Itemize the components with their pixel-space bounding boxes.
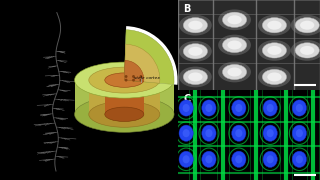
Ellipse shape: [183, 104, 190, 112]
Circle shape: [183, 17, 207, 33]
Circle shape: [267, 72, 282, 81]
Ellipse shape: [105, 73, 144, 87]
Ellipse shape: [179, 125, 193, 141]
Circle shape: [228, 68, 242, 76]
Text: A: A: [32, 15, 39, 25]
Circle shape: [295, 17, 319, 33]
Ellipse shape: [263, 151, 277, 167]
Ellipse shape: [205, 155, 212, 163]
Ellipse shape: [296, 129, 303, 137]
Circle shape: [140, 75, 142, 78]
Circle shape: [179, 67, 212, 87]
Circle shape: [262, 69, 286, 85]
Ellipse shape: [235, 104, 242, 112]
Circle shape: [140, 79, 142, 82]
Ellipse shape: [292, 100, 307, 116]
Wedge shape: [124, 60, 144, 82]
Ellipse shape: [296, 155, 303, 163]
Circle shape: [132, 75, 135, 78]
Circle shape: [291, 40, 320, 61]
Ellipse shape: [179, 151, 193, 167]
Polygon shape: [256, 0, 294, 90]
Ellipse shape: [183, 129, 190, 137]
Polygon shape: [178, 0, 213, 90]
Circle shape: [262, 43, 286, 58]
Circle shape: [267, 46, 282, 55]
Text: B: B: [183, 4, 191, 14]
Ellipse shape: [267, 104, 274, 112]
Ellipse shape: [232, 100, 246, 116]
Polygon shape: [75, 80, 174, 114]
Circle shape: [188, 47, 203, 56]
Ellipse shape: [267, 129, 274, 137]
Circle shape: [222, 12, 247, 28]
Circle shape: [132, 79, 135, 82]
Circle shape: [258, 15, 291, 35]
Ellipse shape: [202, 125, 216, 141]
Circle shape: [218, 35, 251, 55]
Ellipse shape: [292, 151, 307, 167]
Ellipse shape: [205, 129, 212, 137]
Circle shape: [183, 44, 207, 59]
Ellipse shape: [202, 100, 216, 116]
Circle shape: [218, 62, 251, 82]
Circle shape: [258, 67, 291, 87]
Ellipse shape: [202, 151, 216, 167]
Text: 1 cm: 1 cm: [38, 169, 50, 174]
Circle shape: [125, 79, 127, 82]
Ellipse shape: [232, 151, 246, 167]
Circle shape: [267, 21, 282, 30]
Ellipse shape: [267, 155, 274, 163]
Ellipse shape: [292, 125, 307, 141]
Ellipse shape: [89, 67, 160, 93]
Ellipse shape: [179, 100, 193, 116]
Text: C: C: [183, 94, 190, 104]
Ellipse shape: [263, 125, 277, 141]
Circle shape: [295, 43, 319, 58]
Wedge shape: [124, 44, 160, 83]
Circle shape: [125, 75, 127, 78]
Polygon shape: [105, 80, 144, 114]
Polygon shape: [89, 80, 160, 114]
Ellipse shape: [296, 104, 303, 112]
Circle shape: [179, 15, 212, 35]
Circle shape: [300, 21, 314, 30]
Ellipse shape: [75, 96, 174, 132]
Circle shape: [300, 46, 314, 55]
Circle shape: [179, 41, 212, 62]
Ellipse shape: [105, 107, 144, 122]
Ellipse shape: [183, 155, 190, 163]
Ellipse shape: [75, 62, 174, 98]
Circle shape: [222, 37, 247, 53]
Circle shape: [188, 72, 203, 81]
Ellipse shape: [235, 155, 242, 163]
Circle shape: [222, 64, 247, 80]
Circle shape: [262, 17, 286, 33]
Wedge shape: [124, 26, 178, 85]
Circle shape: [218, 10, 251, 30]
Circle shape: [291, 15, 320, 35]
Circle shape: [228, 15, 242, 24]
Circle shape: [188, 21, 203, 30]
Ellipse shape: [235, 129, 242, 137]
Circle shape: [258, 40, 291, 61]
Ellipse shape: [232, 125, 246, 141]
Polygon shape: [213, 0, 256, 90]
Ellipse shape: [205, 104, 212, 112]
Circle shape: [183, 69, 207, 85]
Ellipse shape: [263, 100, 277, 116]
Wedge shape: [124, 30, 174, 84]
Circle shape: [228, 40, 242, 50]
Ellipse shape: [89, 101, 160, 127]
Polygon shape: [294, 0, 320, 90]
Text: stele cortex: stele cortex: [134, 76, 160, 80]
